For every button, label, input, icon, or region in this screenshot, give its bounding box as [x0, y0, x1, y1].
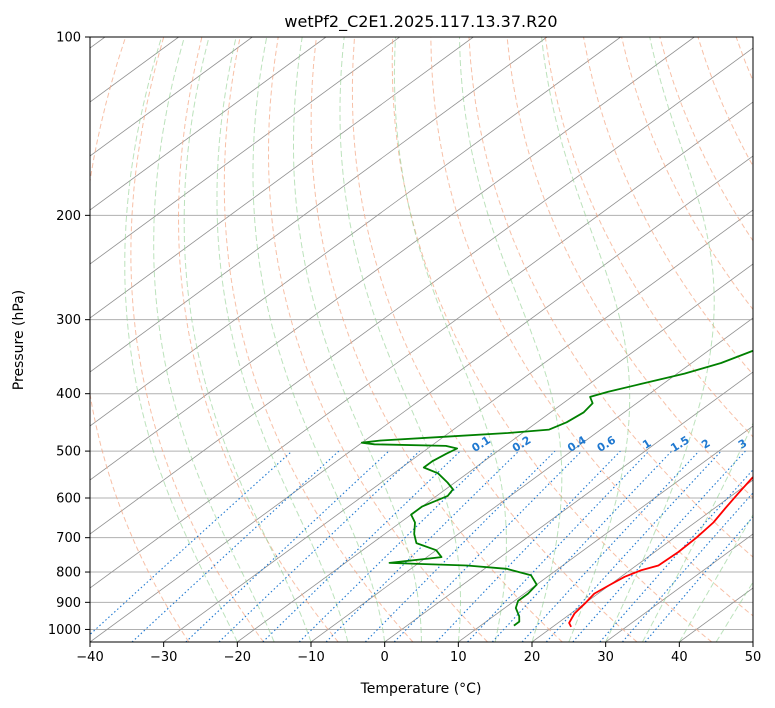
mixing-ratio-line	[364, 450, 556, 642]
moist-adiabat-line	[541, 37, 631, 642]
isotherm-line	[90, 47, 753, 535]
moist-adiabat-line	[393, 37, 507, 642]
dry-adiabat-line	[130, 37, 264, 642]
grid-layer	[90, 37, 753, 642]
y-tick-label: 800	[56, 566, 81, 581]
dry-adiabat-line	[223, 37, 414, 642]
isotherm-line	[384, 371, 753, 642]
dry-adiabat-line	[583, 37, 753, 376]
x-tick-label: −30	[150, 650, 177, 665]
x-tick-label: 30	[597, 650, 614, 665]
mixing-ratio-line	[325, 450, 520, 642]
isotherm-line	[90, 37, 400, 265]
x-tick-label: −10	[297, 650, 324, 665]
chart-title: wetPf2_C2E1.2025.117.13.37.R20	[284, 12, 557, 32]
moist-adiabat-line	[216, 37, 349, 642]
y-tick-label: 100	[56, 31, 81, 46]
isotherm-line	[90, 37, 474, 319]
y-tick-label: 1000	[48, 623, 81, 638]
mixing-ratio-line	[298, 450, 495, 642]
y-axis-label: Pressure (hPa)	[11, 290, 27, 390]
isotherm-line	[90, 155, 753, 642]
mixing-ratio-line	[131, 450, 340, 642]
mixing-ratio-line	[521, 450, 700, 642]
plot-area	[90, 37, 753, 642]
moist-adiabat-line	[339, 37, 461, 642]
dry-adiabat-line	[621, 37, 753, 311]
mixing-ratio-line	[545, 450, 722, 642]
axis-layer: −40 −30 −20 −10 0 10 20 30 40 50 1000 900 800 700 600 5…	[48, 31, 761, 666]
moist-adiabat-line	[642, 422, 753, 642]
y-tick-label: 600	[56, 492, 81, 507]
isotherm-line	[237, 263, 753, 642]
mixing-ratio-line	[572, 450, 746, 642]
isotherm-line	[531, 479, 753, 642]
dry-adiabat-line	[267, 37, 488, 642]
mixing-ratio-line	[599, 468, 753, 642]
dry-adiabat-line	[90, 37, 190, 642]
mixing-ratio-line	[621, 492, 753, 642]
mixing-ratio-line	[393, 450, 582, 642]
isotherm-line	[90, 37, 548, 373]
x-tick-label: 50	[745, 650, 762, 665]
dry-adiabat-line	[177, 37, 339, 642]
isotherm-line	[458, 425, 753, 642]
y-tick-label: 900	[56, 596, 81, 611]
isotherm-line	[605, 533, 753, 642]
moist-adiabat-line	[678, 513, 753, 642]
isotherm-line	[90, 37, 253, 157]
dry-adiabat-line	[391, 37, 713, 642]
moist-adiabat-line	[183, 37, 312, 642]
isotherm-line	[90, 37, 327, 211]
x-tick-label: −40	[76, 650, 103, 665]
y-tick-label: 400	[56, 387, 81, 402]
moist-adiabat-line	[153, 37, 275, 642]
moist-adiabat-line	[252, 37, 386, 642]
x-tick-label: 40	[671, 650, 688, 665]
y-tick-label: 500	[56, 445, 81, 460]
series-layer	[360, 349, 753, 628]
y-tick-label: 700	[56, 531, 81, 546]
moist-adiabat-line	[605, 37, 715, 642]
adiabat-layer	[90, 37, 753, 642]
mixing-ratio-line	[218, 450, 420, 642]
x-tick-label: 20	[524, 650, 541, 665]
x-tick-label: −20	[224, 650, 251, 665]
isotherm-line	[90, 101, 753, 589]
mixing-ratio-line	[467, 450, 650, 642]
y-tick-label: 300	[56, 313, 81, 328]
x-tick-label: 10	[450, 650, 467, 665]
isotherm-line	[90, 37, 621, 427]
mixing-ratio-line	[436, 450, 621, 642]
dewpoint-profile-line	[360, 349, 753, 627]
moist-adiabat-line	[293, 37, 422, 642]
isotherm-line	[90, 37, 695, 481]
dry-adiabat-line	[430, 37, 753, 617]
y-tick-label: 200	[56, 209, 81, 224]
moist-adiabat-line	[715, 581, 753, 642]
x-axis-label: Temperature (°C)	[360, 681, 482, 697]
moist-adiabat-line	[124, 37, 238, 642]
isotherm-line	[163, 209, 753, 642]
x-tick-label: 0	[381, 650, 389, 665]
temperature-profile-line	[568, 476, 753, 628]
dry-adiabat-line	[506, 37, 753, 499]
moist-adiabat-line	[459, 37, 563, 642]
mixing-ratio-line	[491, 450, 673, 642]
plot-frame	[89, 36, 754, 643]
mixing-ratio-line	[262, 450, 461, 642]
